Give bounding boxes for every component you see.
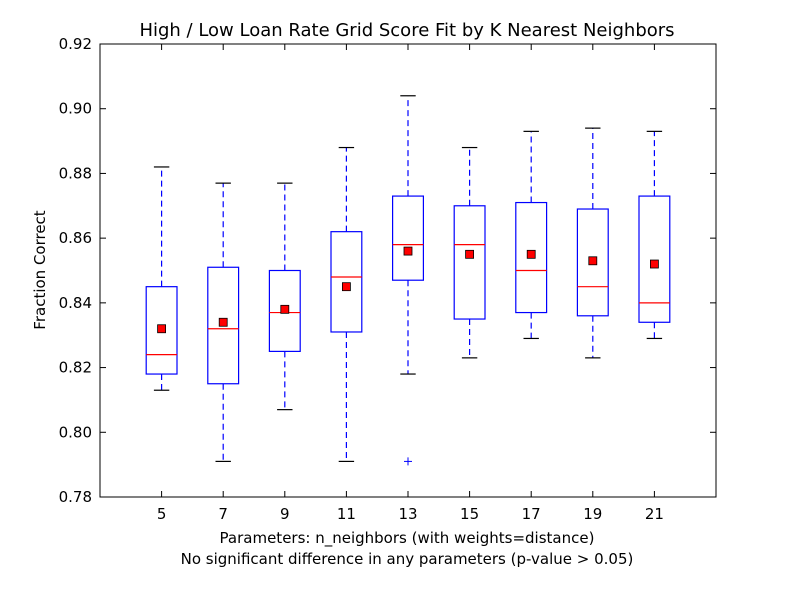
x-axis-sublabel: No significant difference in any paramet… (181, 550, 634, 568)
box (515, 201, 548, 314)
mean-marker (157, 324, 167, 334)
mean-marker (526, 249, 536, 259)
box (638, 195, 671, 323)
y-tick-label: 0.88 (59, 164, 92, 182)
y-tick-label: 0.86 (59, 229, 92, 247)
mean-marker (280, 304, 290, 314)
x-tick-label: 9 (280, 505, 290, 523)
box (576, 208, 609, 317)
x-tick-label: 21 (645, 505, 664, 523)
y-tick-label: 0.82 (59, 359, 92, 377)
x-tick-label: 7 (218, 505, 228, 523)
mean-marker (588, 256, 598, 266)
mean-marker (403, 246, 413, 256)
x-tick-label: 13 (398, 505, 417, 523)
y-tick-label: 0.92 (59, 35, 92, 53)
plot-area: 0.78 0.80 0.82 0.84 0.86 0.88 0.90 0.92 5 7 9 11 13 1… (59, 35, 717, 523)
x-axis-label: Parameters: n_neighbors (with weights=di… (220, 529, 595, 548)
x-tick-label: 5 (157, 505, 167, 523)
y-tick-label: 0.90 (59, 100, 92, 118)
box (207, 266, 240, 385)
x-tick-label: 19 (583, 505, 602, 523)
y-tick-label: 0.80 (59, 423, 92, 441)
x-tick-label: 17 (522, 505, 541, 523)
mean-marker (341, 282, 351, 292)
mean-marker (465, 249, 475, 259)
chart-title: High / Low Loan Rate Grid Score Fit by K… (139, 20, 674, 41)
mean-marker (650, 259, 659, 269)
box (268, 269, 301, 352)
y-axis-label: Fraction Correct (31, 210, 49, 330)
mean-marker (218, 317, 228, 327)
box (453, 205, 486, 320)
x-tick-label: 11 (337, 505, 356, 523)
y-tick-label: 0.78 (59, 488, 92, 506)
box (145, 286, 178, 375)
x-tick-label: 15 (460, 505, 479, 523)
box (392, 195, 425, 281)
y-tick-label: 0.84 (59, 294, 92, 312)
box (330, 231, 363, 333)
